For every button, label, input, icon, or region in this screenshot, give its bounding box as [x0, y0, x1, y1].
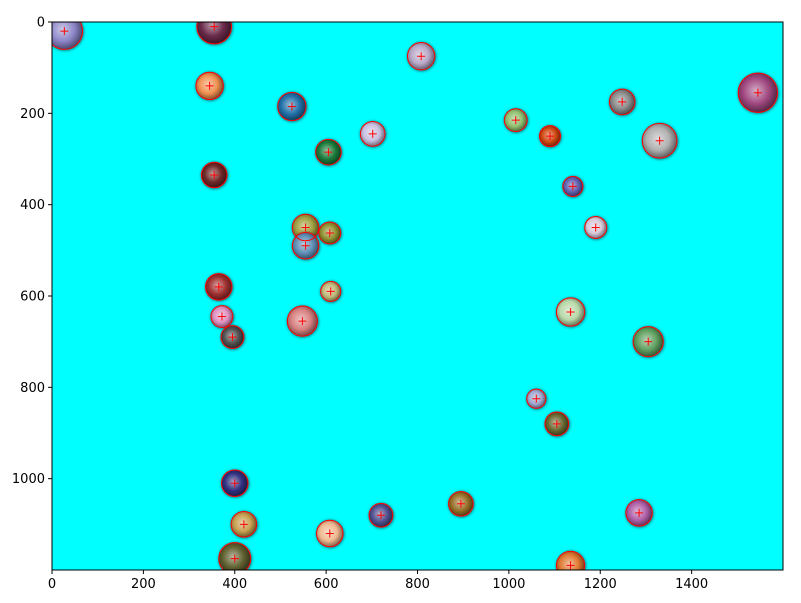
x-tick-label: 1200 [584, 577, 617, 592]
center-marker [230, 479, 239, 488]
center-marker [456, 499, 465, 508]
detection-circle [277, 91, 307, 122]
center-marker [376, 511, 385, 520]
y-tick-label: 600 [20, 290, 45, 305]
detection-circle [316, 519, 344, 548]
detection-circle [625, 499, 653, 527]
detection-circle [205, 273, 233, 301]
detection-circle [632, 326, 664, 358]
center-marker [301, 241, 310, 250]
center-marker [568, 182, 577, 191]
detection-circle [318, 221, 342, 245]
center-marker [552, 419, 561, 428]
center-marker [417, 52, 426, 61]
blob [52, 22, 83, 50]
center-marker [230, 554, 239, 563]
center-marker [511, 116, 520, 125]
blob [196, 22, 232, 44]
detection-circle [368, 502, 394, 528]
center-marker [545, 132, 554, 141]
detection-circle [406, 42, 436, 71]
center-marker [325, 529, 334, 538]
detection-circle [526, 388, 547, 409]
detection-circle [359, 121, 386, 147]
center-marker [324, 148, 333, 157]
center-marker [368, 129, 377, 138]
x-tick-label: 1400 [675, 577, 708, 592]
detection-circle [538, 125, 562, 148]
y-tick-label: 0 [37, 16, 45, 31]
center-marker [239, 520, 248, 529]
detection-circle [315, 138, 342, 166]
center-marker [228, 333, 237, 342]
center-marker [298, 317, 307, 326]
center-marker [217, 312, 226, 321]
detection-circle [544, 411, 570, 437]
y-tick-label: 400 [20, 198, 45, 213]
detection-circle [52, 22, 84, 50]
center-marker [287, 102, 296, 111]
y-tick-label: 800 [20, 381, 45, 396]
center-marker [655, 136, 664, 145]
detection-circle [448, 490, 474, 517]
detection-circle [221, 469, 249, 497]
detection-circle [286, 305, 318, 337]
center-marker [566, 561, 575, 570]
plot-background [52, 22, 783, 570]
y-axis: 0 200 400 600 800 1000 [12, 16, 52, 487]
center-marker [591, 223, 600, 232]
center-marker [532, 394, 541, 403]
detection-circle [320, 280, 342, 302]
x-tick-label: 400 [222, 577, 247, 592]
y-tick-label: 200 [20, 107, 45, 122]
x-axis: 0 200 400 600 800 1000 1200 1400 [48, 570, 708, 592]
detections-layer [52, 22, 779, 570]
center-marker [325, 228, 334, 237]
detection-circle [291, 232, 320, 260]
center-marker [210, 22, 219, 31]
detection-circle [562, 175, 584, 197]
detection-circle [584, 216, 608, 239]
x-tick-label: 200 [131, 577, 156, 592]
detection-circle [737, 72, 779, 113]
center-marker [205, 81, 214, 90]
center-marker [326, 287, 335, 296]
center-marker [566, 307, 575, 316]
detection-circle [218, 542, 252, 570]
center-marker [644, 337, 653, 346]
detection-circle [230, 511, 258, 538]
detection-circle [196, 22, 233, 45]
detection-circle [503, 108, 528, 133]
center-marker [214, 282, 223, 291]
detection-circle [641, 122, 678, 159]
blob [556, 551, 585, 570]
center-marker [210, 170, 219, 179]
center-marker [635, 508, 644, 517]
x-tick-label: 1000 [492, 577, 525, 592]
detection-circle [200, 161, 228, 189]
blobs-layer [52, 22, 780, 570]
x-tick-label: 0 [48, 577, 56, 592]
detection-circle [555, 297, 586, 327]
x-tick-label: 800 [405, 577, 430, 592]
center-marker [301, 223, 310, 232]
detection-circle [555, 550, 586, 570]
detection-circle [210, 305, 234, 329]
center-marker [60, 27, 69, 36]
detection-circle [291, 213, 320, 242]
x-tick-label: 600 [314, 577, 339, 592]
center-marker [753, 88, 762, 97]
y-tick-label: 1000 [12, 472, 45, 487]
detection-circle [608, 88, 636, 116]
detection-circle [195, 71, 224, 101]
detection-circle [220, 325, 245, 350]
center-marker [618, 97, 627, 106]
